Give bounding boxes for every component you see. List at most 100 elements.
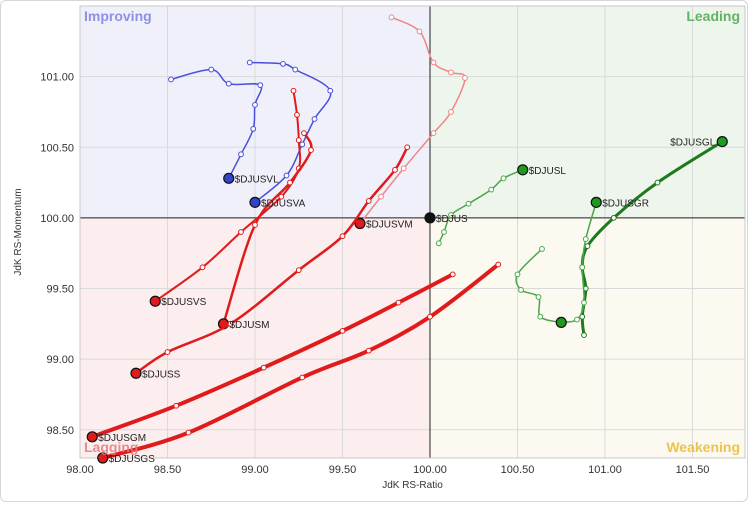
y-axis-title: JdK RS-Momentum (13, 188, 24, 275)
tail-point-djusvs (294, 111, 300, 118)
head-point-djusvs[interactable] (149, 295, 161, 307)
label-djusvm: $DJUSVM (366, 220, 413, 231)
tail-point-djusgs (495, 261, 502, 268)
tail-point-djusvm (448, 69, 454, 76)
tail-point-djusgs (427, 313, 433, 320)
tail-point-djusgm (449, 271, 456, 278)
tail-point-djusgr (579, 264, 586, 271)
quadrant-layer (80, 6, 745, 458)
tail-point-djusvl (250, 125, 257, 132)
label-djus: $DJUS (436, 214, 468, 225)
tail-point-djusvs (238, 229, 244, 235)
quadrant-label-leading: Leading (686, 8, 740, 24)
tail-point-djusvm (430, 130, 437, 137)
tail-point-djusl (465, 200, 472, 207)
tail-point-djusm (252, 222, 258, 228)
label-layer: $DJUSGL $DJUSGR $DJUSL $DJUS $DJUSVM $DJUSVL $… (84, 8, 740, 465)
head-point-djusgr[interactable] (590, 196, 602, 208)
tail-point-djusvs (290, 87, 297, 94)
tail-point-djusvl (225, 80, 232, 87)
head-point-djusgm[interactable] (86, 431, 98, 443)
label-djusl: $DJUSL (529, 166, 567, 177)
tail-point-djuss (227, 320, 234, 327)
head-point-djusgl[interactable] (716, 136, 728, 148)
tail-point-djusvl (168, 76, 174, 83)
tail-point-djusvm (430, 59, 437, 66)
tail-point-djusvl (257, 82, 264, 88)
quadrant-label-weakening: Weakening (666, 439, 740, 455)
tail-point-djusr (535, 294, 542, 300)
tail-point-djusr (537, 313, 544, 320)
tail-point-djuss (404, 144, 411, 151)
y-tick-label: 99.00 (46, 354, 74, 366)
x-axis-title: JdK RS-Ratio (382, 480, 443, 491)
grid-layer (79, 5, 746, 459)
x-tick-label: 99.50 (329, 464, 357, 476)
tail-point-djusgl (584, 243, 591, 250)
tail-point-djusvm (378, 193, 384, 200)
tail-point-djusvs (199, 264, 206, 271)
label-djusgr: $DJUSGR (602, 198, 649, 209)
head-point-djus[interactable] (424, 212, 436, 224)
tail-point-djusgs (365, 347, 372, 354)
tail-point-djusvl (208, 66, 215, 73)
tail-point-djusgm (339, 327, 346, 334)
head-point-djusr[interactable] (555, 316, 567, 328)
quadrant-label-improving: Improving (84, 8, 152, 24)
label-djusm: $DJUSM (230, 320, 270, 331)
x-tick-label: 98.00 (66, 464, 94, 476)
tail-point-djusva (311, 116, 318, 122)
tail-point-djusgm (260, 364, 267, 371)
tail-point-djuss (339, 233, 346, 240)
tail-point-djusgl (654, 179, 661, 186)
tail-point-djusvl (252, 101, 258, 108)
tail-point-djusvs (278, 193, 285, 200)
head-point-djusva[interactable] (249, 196, 261, 208)
x-tick-label: 100.50 (501, 464, 535, 476)
x-tick-label: 100.00 (413, 464, 447, 476)
tail-point-djusm (308, 147, 314, 153)
tail-point-djuss (392, 166, 398, 173)
tail-point-djusr (539, 246, 545, 252)
tail-point-djusva (292, 66, 299, 73)
tail-point-djusva (299, 141, 306, 148)
tail-point-djuss (295, 267, 302, 274)
tail-point-djusva (283, 172, 290, 179)
head-point-djusl[interactable] (517, 164, 529, 176)
tail-point-djusm (287, 179, 293, 186)
x-tick-label: 101.50 (676, 464, 710, 476)
axis-layer: 98.00 98.50 99.00 99.50 100.00 100.50 101.00 10… (13, 72, 709, 491)
tail-djusvm (359, 16, 466, 225)
tail-point-djusl (500, 175, 507, 182)
tail-point-djusvm (462, 75, 468, 81)
head-point-djuss[interactable] (130, 367, 142, 379)
label-djusva: $DJUSVA (261, 198, 306, 209)
tail-point-djusvm (448, 109, 454, 115)
y-tick-label: 99.50 (46, 284, 74, 296)
tail-point-djusgm (395, 299, 402, 306)
tail-point-djusgs (299, 374, 306, 381)
label-djusgl: $DJUSGL (670, 138, 715, 149)
tail-point-djuss (164, 349, 171, 355)
tail-point-djusgl (610, 214, 617, 221)
head-point-djusgs[interactable] (97, 452, 109, 464)
x-tick-label: 99.00 (241, 464, 269, 476)
tail-point-djusvs (295, 137, 302, 144)
series-layer (86, 14, 728, 464)
y-tick-label: 100.50 (40, 142, 74, 154)
tail-point-djusgr (574, 316, 580, 323)
label-djusgs: $DJUSGS (109, 454, 155, 465)
head-point-djusvl[interactable] (223, 172, 235, 184)
tail-point-djusgs (185, 429, 192, 436)
y-tick-label: 101.00 (40, 72, 74, 84)
label-djusgm: $DJUSGM (98, 433, 146, 444)
x-tick-label: 101.00 (588, 464, 622, 476)
tail-point-djuss (365, 198, 372, 204)
tail-djuss (134, 145, 409, 375)
head-point-djusvm[interactable] (354, 217, 366, 230)
plot-border (79, 5, 746, 459)
label-djusvl: $DJUSVL (235, 174, 279, 185)
quadrant-label-lagging: Lagging (84, 439, 138, 455)
tail-djusgs (100, 262, 501, 460)
quadrant-leading (430, 6, 745, 218)
